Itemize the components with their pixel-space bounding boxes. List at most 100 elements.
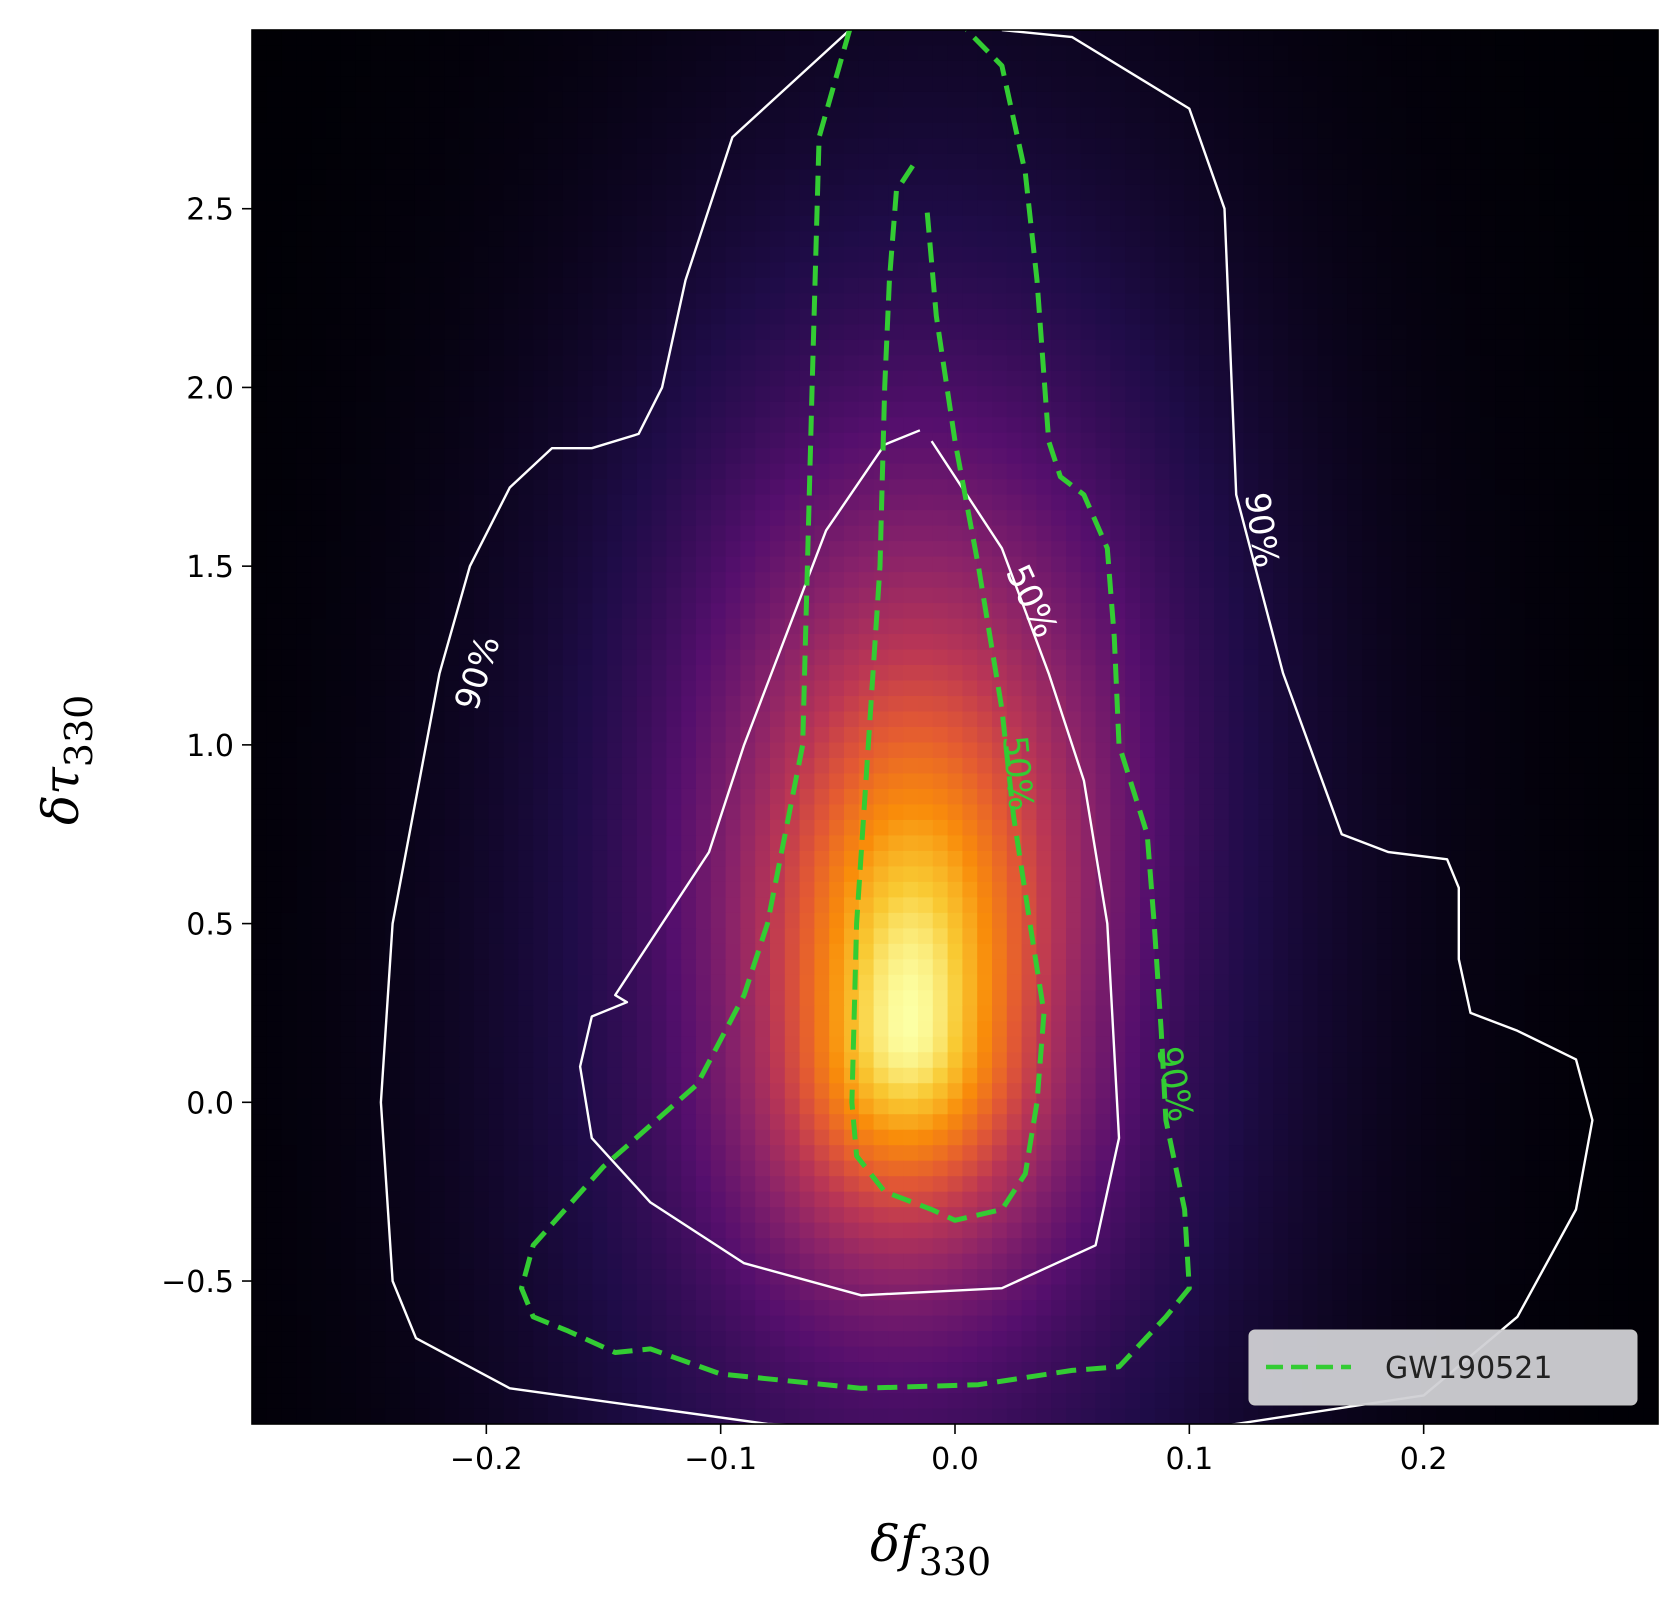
heatmap-cell [266,556,283,573]
heatmap-cell [266,742,283,759]
heatmap-cell [1051,184,1067,201]
heatmap-cell [1095,386,1111,403]
heatmap-cell [873,184,889,201]
heatmap-cell [1184,30,1200,47]
heatmap-cell [977,510,993,527]
heatmap-cell [1169,76,1185,93]
heatmap-cell [503,30,519,47]
heatmap-cell [355,742,371,759]
heatmap-cell [1450,339,1467,356]
heatmap-cell [666,665,682,682]
heatmap-cell [1406,386,1422,403]
heatmap-cell [1302,525,1319,542]
heatmap-cell [474,556,490,573]
heatmap-cell [1214,355,1230,372]
heatmap-cell [858,60,875,78]
heatmap-cell [1598,804,1615,821]
heatmap-cell [858,76,875,93]
heatmap-cell [903,401,919,418]
heatmap-cell [355,556,371,573]
heatmap-cell [1258,91,1274,109]
heatmap-cell [1051,417,1067,434]
heatmap-cell [607,262,623,279]
heatmap-cell [1465,324,1481,341]
heatmap-cell [414,308,431,325]
heatmap-cell [252,277,268,294]
heatmap-cell [340,665,357,682]
heatmap-cell [1169,215,1185,232]
heatmap-cell [755,76,771,93]
heatmap-cell [488,45,505,62]
heatmap-cell [355,463,371,480]
heatmap-cell [533,463,549,480]
heatmap-cell [1406,308,1422,325]
heatmap-cell [1406,401,1422,418]
heatmap-cell [1169,510,1185,527]
heatmap-cell [932,510,949,527]
heatmap-cell [370,231,386,248]
heatmap-cell [414,262,431,279]
heatmap-cell [1140,448,1156,465]
heatmap-cell [1376,45,1393,62]
heatmap-cell [1332,45,1348,62]
heatmap-cell [1169,355,1185,372]
heatmap-cell [932,30,949,47]
heatmap-cell [992,634,1008,651]
heatmap-cell [1436,122,1452,140]
heatmap-cell [1569,680,1585,697]
heatmap-cell [1569,711,1585,728]
heatmap-cell [459,293,475,310]
heatmap-cell [281,262,297,279]
heatmap-cell [1465,556,1481,573]
heatmap-cell [992,386,1008,403]
heatmap-cell [947,169,963,186]
heatmap-cell [370,308,386,325]
heatmap-cell [740,463,756,480]
heatmap-cell [844,153,860,170]
heatmap-cell [592,76,608,93]
heatmap-cell [1480,277,1496,294]
heatmap-cell [1539,541,1555,558]
heatmap-cell [1436,417,1452,434]
heatmap-cell [1643,541,1658,558]
heatmap-cell [607,355,623,372]
heatmap-cell [1539,184,1555,201]
heatmap-cell [607,788,623,806]
heatmap-cell [770,494,786,511]
heatmap-cell [459,45,475,62]
heatmap-cell [1406,370,1422,387]
heatmap-cell [252,370,268,387]
heatmap-cell [1421,76,1437,93]
heatmap-cell [622,525,638,542]
heatmap-cell [932,277,949,294]
heatmap-cell [1066,215,1082,232]
heatmap-cell [1524,572,1541,589]
heatmap-cell [266,448,283,465]
heatmap-cell [488,788,505,806]
heatmap-cell [296,634,312,651]
heatmap-cell [474,510,490,527]
heatmap-cell [1584,401,1600,418]
heatmap-cell [1051,665,1067,682]
heatmap-cell [414,401,431,418]
heatmap-cell [1465,819,1481,837]
heatmap-cell [681,649,697,666]
heatmap-cell [1391,479,1407,496]
heatmap-cell [340,819,357,837]
heatmap-cell [1243,757,1259,775]
heatmap-cell [1598,138,1615,155]
heatmap-cell [1510,757,1526,775]
heatmap-cell [873,773,889,790]
heatmap-cell [888,277,904,294]
heatmap-cell [252,324,268,341]
heatmap-cell [607,448,623,465]
heatmap-cell [755,324,771,341]
heatmap-cell [1362,556,1378,573]
heatmap-cell [725,757,741,775]
heatmap-cell [340,417,357,434]
heatmap-cell [1273,60,1289,78]
heatmap-cell [1569,153,1585,170]
heatmap-cell [340,479,357,496]
heatmap-cell [932,696,949,713]
heatmap-cell [562,339,579,356]
